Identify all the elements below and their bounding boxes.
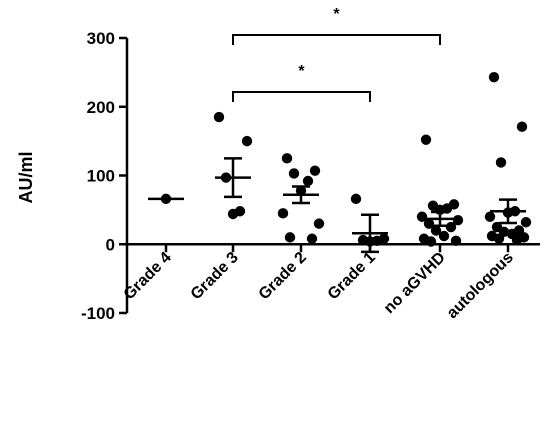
significance-star: * [298, 63, 305, 80]
axes [119, 36, 540, 315]
y-tick-label: 100 [87, 167, 115, 186]
y-tick-label: 200 [87, 98, 115, 117]
data-point [241, 135, 253, 147]
data-point [445, 221, 457, 233]
data-point [227, 208, 239, 220]
data-point [493, 233, 505, 244]
data-point [213, 111, 225, 123]
axis-labels: -100 0 100 200 300 AU/ml Grade 4 Grade 3 Grade 2… [16, 29, 517, 323]
data-point [420, 134, 432, 145]
data-point [306, 233, 318, 244]
data-point [438, 230, 450, 242]
data-point [488, 71, 500, 83]
data-point [284, 232, 296, 243]
data-point [281, 153, 293, 164]
data-points [160, 71, 532, 247]
y-axis-label: AU/ml [16, 151, 36, 203]
data-point [511, 234, 523, 246]
significance-star: * [333, 6, 340, 23]
y-tick-label: 300 [87, 29, 115, 48]
mean-sem-bars [148, 157, 526, 254]
data-point [495, 157, 507, 168]
significance-bracket [232, 91, 371, 102]
significance-brackets: ** [232, 6, 441, 102]
data-point [309, 165, 321, 176]
significance-bracket [232, 34, 441, 45]
data-point [302, 175, 314, 187]
data-point [430, 225, 442, 236]
x-tick-label: no aGVHD [381, 249, 449, 317]
x-tick-label: Grade 2 [256, 249, 310, 303]
data-point [516, 121, 528, 132]
data-point [313, 218, 325, 229]
data-point [350, 193, 362, 205]
data-point [288, 168, 300, 179]
data-point [450, 235, 462, 247]
data-point [425, 236, 437, 247]
x-tick-label: Grade 4 [121, 249, 175, 303]
y-tick-label: -100 [81, 304, 115, 323]
y-tick-label: 0 [106, 235, 115, 254]
x-tick-label: Grade 3 [188, 249, 242, 303]
data-point [484, 211, 496, 222]
x-tick-label: Grade 1 [325, 249, 379, 303]
data-point [277, 208, 289, 219]
x-tick-label: autologous [444, 249, 517, 322]
data-point [520, 217, 532, 228]
